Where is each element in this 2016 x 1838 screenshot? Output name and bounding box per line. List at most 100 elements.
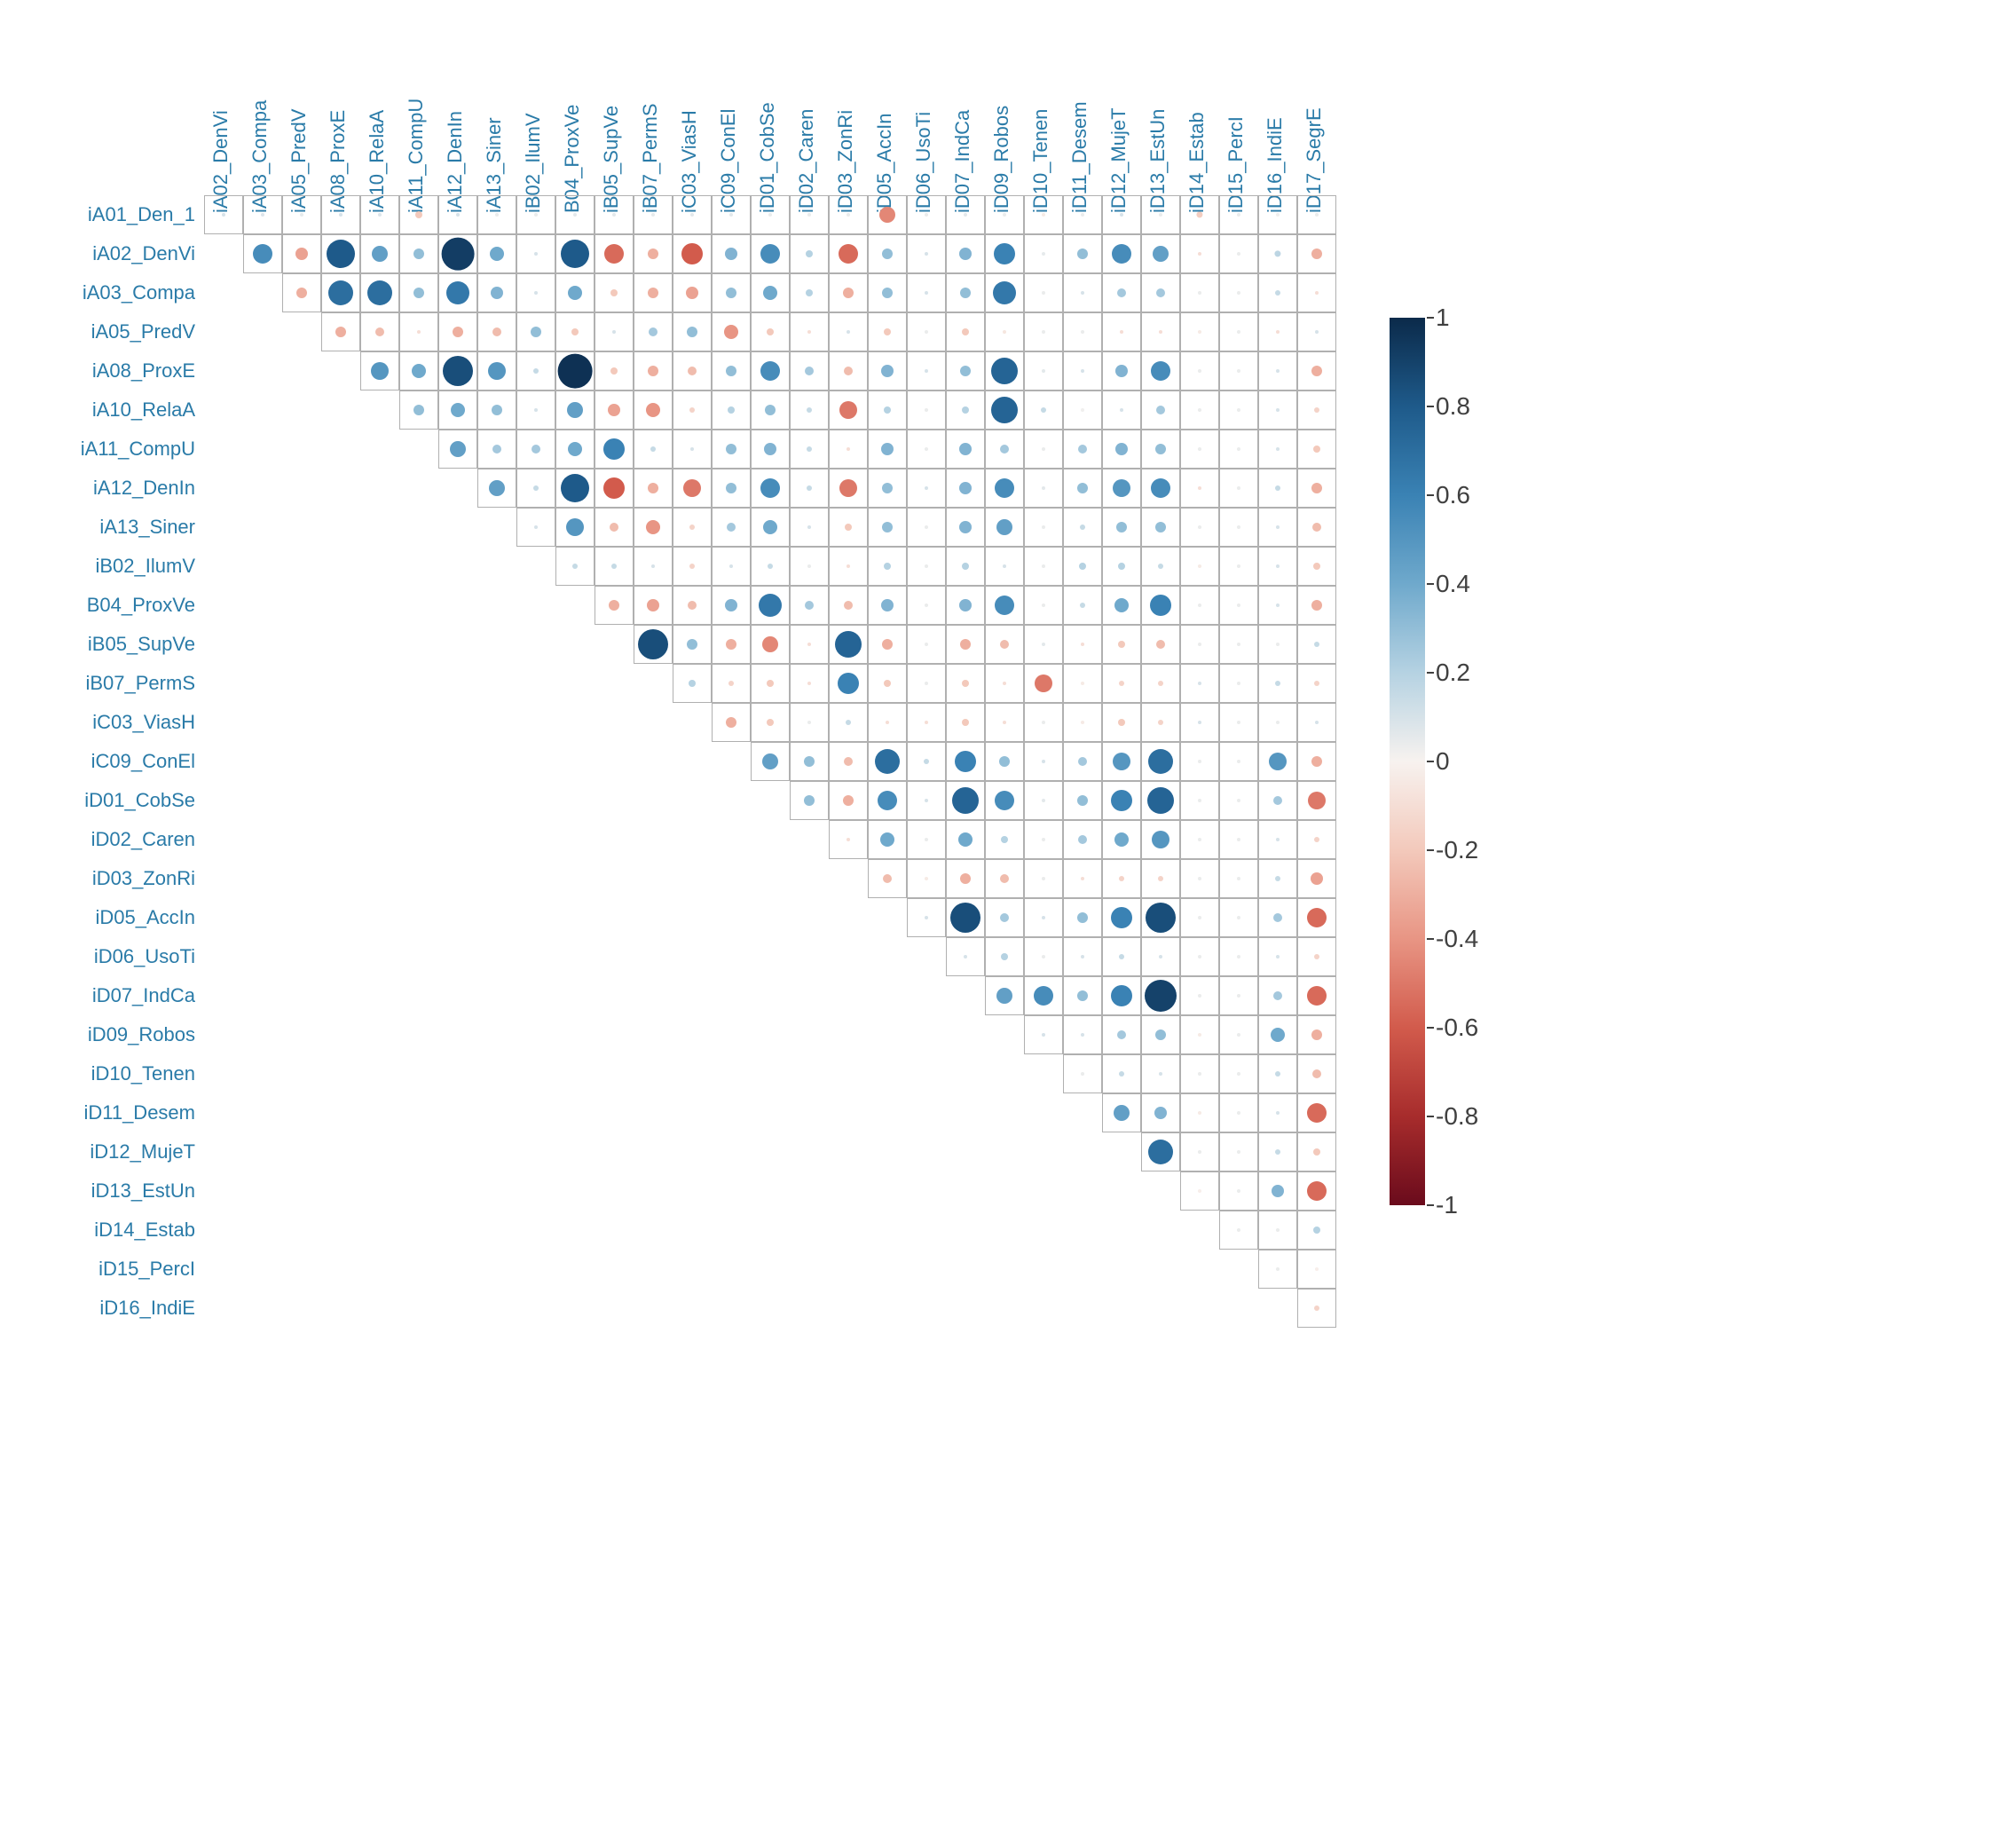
corr-circle	[844, 757, 853, 766]
corr-circle	[1042, 252, 1045, 256]
corr-circle	[1081, 877, 1084, 880]
corr-circle	[1313, 563, 1320, 570]
corr-circle	[1314, 954, 1319, 959]
corr-circle	[1275, 485, 1280, 491]
corr-circle	[1155, 444, 1166, 454]
corr-circle	[1042, 291, 1045, 295]
corr-circle	[1273, 991, 1282, 1000]
corr-circle	[884, 680, 891, 687]
corr-circle	[1198, 1189, 1201, 1193]
corr-circle	[847, 838, 850, 841]
corr-circle	[1198, 799, 1201, 802]
corr-circle	[1237, 525, 1240, 529]
corr-circle	[1114, 832, 1129, 847]
corr-circle	[1146, 903, 1176, 933]
corr-circle	[962, 680, 969, 687]
corr-circle	[993, 281, 1016, 304]
corr-circle	[1042, 721, 1045, 724]
corr-circle	[925, 291, 928, 295]
colorbar-tick-label: 0.6	[1436, 481, 1470, 509]
corr-circle	[960, 873, 971, 884]
corr-circle	[1158, 720, 1163, 725]
corr-circle	[1115, 443, 1128, 455]
corr-circle	[571, 328, 579, 335]
corr-circle	[1198, 369, 1201, 373]
corr-circle	[844, 601, 853, 610]
corr-circle	[646, 403, 660, 417]
corr-circle	[446, 281, 469, 304]
corr-circle	[807, 643, 811, 646]
row-label: iD02_Caren	[35, 828, 195, 851]
colorbar-tick-label: 0.4	[1436, 570, 1470, 598]
colorbar-tick-mark	[1427, 583, 1434, 585]
colorbar-tick-mark	[1427, 494, 1434, 496]
corr-circle	[648, 483, 658, 493]
corr-circle	[1315, 291, 1319, 295]
corr-circle	[882, 483, 893, 493]
corr-circle	[603, 438, 625, 460]
corr-circle	[1077, 990, 1088, 1001]
corr-circle	[1237, 213, 1240, 217]
colorbar-tick-mark	[1427, 849, 1434, 851]
corr-circle	[1276, 330, 1280, 334]
corr-circle	[1237, 1189, 1240, 1193]
matrix-area: iA02_DenViiA03_CompaiA05_PredViA08_ProxE…	[35, 35, 1336, 1328]
corr-circle	[1000, 445, 1009, 454]
corr-circle	[1314, 837, 1319, 842]
corr-circle	[1119, 681, 1124, 686]
corr-circle	[847, 213, 850, 217]
corr-circle	[847, 447, 850, 451]
corr-circle	[690, 447, 694, 451]
corr-circle	[687, 327, 697, 337]
corr-circle	[1113, 753, 1130, 770]
row-label: iC03_ViasH	[35, 711, 195, 734]
corr-circle	[534, 252, 538, 256]
corr-circle	[296, 288, 307, 298]
corr-circle	[884, 563, 891, 570]
corr-circle	[1081, 955, 1084, 958]
corr-circle	[1198, 877, 1201, 880]
corr-circle	[1313, 1227, 1320, 1234]
corr-circle	[925, 525, 928, 529]
colorbar-tick-mark	[1427, 672, 1434, 674]
corr-circle	[729, 564, 733, 568]
corr-circle	[807, 721, 811, 724]
corr-circle	[1147, 787, 1174, 814]
corr-circle	[1314, 407, 1319, 413]
row-label: iD05_AccIn	[35, 906, 195, 929]
corr-circle	[1308, 792, 1326, 809]
corr-circle	[807, 330, 811, 334]
corr-circle	[603, 477, 625, 499]
corr-circle	[765, 405, 776, 415]
corr-circle	[1198, 408, 1201, 412]
corr-circle	[767, 328, 774, 335]
corr-circle	[612, 330, 616, 334]
corr-circle	[451, 403, 465, 417]
corr-circle	[1111, 790, 1132, 811]
corr-circle	[959, 443, 972, 455]
corr-circle	[763, 286, 777, 300]
corr-circle	[1311, 366, 1322, 376]
corr-circle	[1237, 330, 1240, 334]
corr-circle	[1307, 1103, 1327, 1123]
corr-circle	[612, 213, 616, 217]
corr-circle	[994, 243, 1015, 264]
corr-circle	[835, 631, 862, 658]
corr-circle	[1078, 835, 1087, 844]
corr-circle	[1237, 799, 1240, 802]
corr-circle	[1198, 291, 1201, 295]
corr-circle	[1117, 288, 1126, 297]
corr-circle	[884, 406, 891, 414]
corr-circle	[417, 330, 421, 334]
corr-circle	[1148, 1140, 1173, 1164]
corr-circle	[1112, 244, 1131, 264]
corr-circle	[995, 478, 1014, 498]
corr-circle	[1307, 1181, 1327, 1201]
corr-circle	[807, 407, 812, 413]
corr-circle	[1237, 447, 1240, 451]
corr-circle	[1276, 603, 1280, 607]
corr-circle	[1275, 876, 1280, 881]
corr-circle	[1237, 760, 1240, 763]
corr-circle	[1276, 564, 1280, 568]
corr-circle	[1000, 913, 1009, 922]
